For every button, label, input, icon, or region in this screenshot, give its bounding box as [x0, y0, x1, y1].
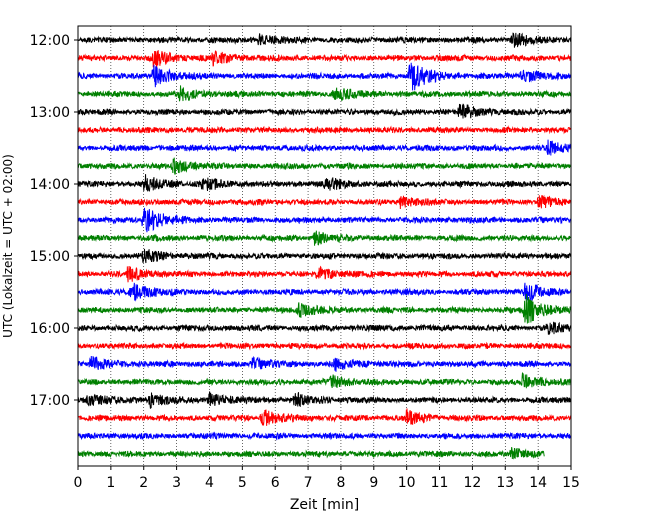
trace-line-1 — [77, 50, 572, 70]
x-tick-label: 5 — [238, 475, 247, 491]
trace-line-20 — [77, 391, 572, 409]
x-axis-title: Zeit [min] — [290, 497, 359, 513]
x-tick-label: 1 — [106, 475, 115, 491]
trace-line-23 — [77, 447, 545, 460]
y-axis-ticks: 12:00 13:00 14:00 15:00 16:00 17:00 — [30, 33, 78, 409]
trace-line-12 — [77, 248, 572, 264]
y-axis-title: UTC (Lokalzeit = UTC + 02:00) — [1, 154, 15, 338]
x-tick-label: 7 — [304, 475, 313, 491]
x-tick-label: 8 — [336, 475, 345, 491]
x-tick-label: 0 — [74, 475, 83, 491]
trace-line-4 — [77, 103, 572, 119]
x-tick-label: 12 — [463, 475, 481, 491]
trace-line-11 — [77, 230, 572, 246]
trace-line-5 — [77, 125, 572, 135]
x-tick-label: 3 — [172, 475, 181, 491]
x-tick-label: 14 — [529, 475, 547, 491]
y-tick-label: 16:00 — [30, 321, 70, 337]
trace-line-21 — [77, 408, 572, 426]
trace-line-14 — [77, 282, 572, 302]
trace-line-18 — [77, 356, 572, 372]
trace-line-22 — [77, 431, 572, 441]
trace-line-10 — [77, 207, 571, 233]
y-tick-label: 15:00 — [30, 249, 70, 265]
trace-line-17 — [77, 341, 572, 351]
trace-line-8 — [77, 174, 572, 192]
trace-line-9 — [77, 194, 572, 209]
x-axis-ticks: 0 1 2 3 4 5 6 7 8 9 10 11 12 13 14 15 — [74, 466, 580, 491]
y-tick-label: 17:00 — [30, 393, 70, 409]
x-tick-label: 4 — [205, 475, 214, 491]
trace-line-0 — [77, 32, 572, 48]
trace-line-13 — [77, 265, 572, 283]
x-tick-label: 6 — [271, 475, 280, 491]
y-tick-label: 14:00 — [30, 177, 70, 193]
x-tick-label: 2 — [139, 475, 148, 491]
trace-line-19 — [77, 372, 572, 389]
trace-line-3 — [77, 85, 572, 102]
trace-line-7 — [77, 157, 572, 175]
y-tick-label: 13:00 — [30, 105, 70, 121]
trace-line-2 — [77, 62, 572, 91]
x-tick-label: 9 — [369, 475, 378, 491]
traces — [77, 32, 572, 460]
trace-line-16 — [77, 321, 572, 336]
x-tick-label: 10 — [398, 475, 416, 491]
y-tick-label: 12:00 — [30, 33, 70, 49]
x-tick-label: 13 — [496, 475, 514, 491]
trace-line-6 — [77, 139, 572, 156]
x-tick-label: 15 — [562, 475, 580, 491]
plot-frame — [77, 25, 572, 467]
x-tick-label: 11 — [431, 475, 449, 491]
trace-line-15 — [77, 293, 572, 324]
